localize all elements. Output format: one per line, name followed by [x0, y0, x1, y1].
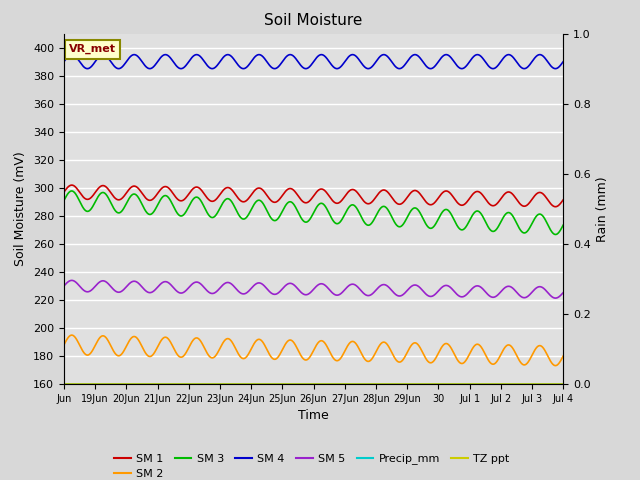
Y-axis label: Rain (mm): Rain (mm) — [596, 176, 609, 241]
Title: Soil Moisture: Soil Moisture — [264, 13, 363, 28]
Legend: SM 1, SM 2, SM 3, SM 4, SM 5, Precip_mm, TZ ppt: SM 1, SM 2, SM 3, SM 4, SM 5, Precip_mm,… — [109, 449, 514, 480]
Text: VR_met: VR_met — [69, 44, 116, 54]
Y-axis label: Soil Moisture (mV): Soil Moisture (mV) — [15, 151, 28, 266]
X-axis label: Time: Time — [298, 409, 329, 422]
